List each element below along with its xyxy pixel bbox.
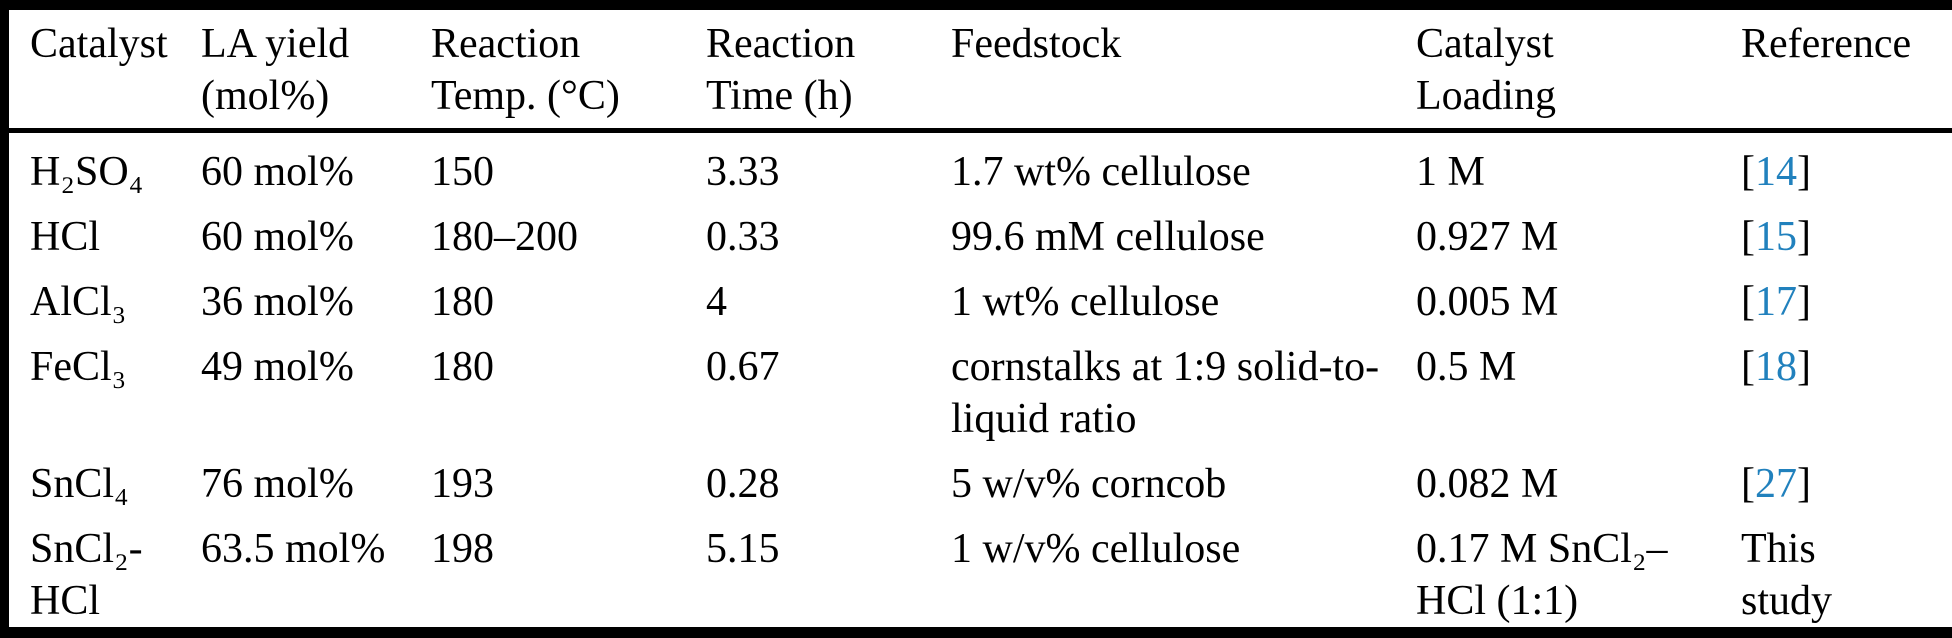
table-top-rule: [0, 0, 1952, 10]
cell-reaction_temp: 193: [431, 461, 494, 507]
cell-reference: [14]: [1740, 131, 1952, 199]
cell-catalyst_loading: 0.927 M: [1416, 214, 1559, 260]
column-header-catalyst: Catalyst: [0, 10, 200, 133]
citation-open-bracket: [: [1741, 344, 1755, 390]
table-row: FeCl₃ 49 mol% 180 0.67 cornstalks at 1:9 sol…: [0, 328, 1952, 445]
column-header-reaction-temp: Reaction Temp. (°C): [430, 10, 705, 133]
table-row: SnCl₄ 76 mol% 193 0.28 5 w/v% corncob 0.082 M…: [0, 445, 1952, 510]
column-header-feedstock: Feedstock: [950, 10, 1415, 133]
citation-close-bracket: ]: [1797, 214, 1811, 260]
citation-close-bracket: ]: [1797, 279, 1811, 325]
cell-feedstock: 5 w/v% corncob: [951, 461, 1227, 507]
cell-reaction_time: 4: [706, 279, 727, 325]
cell-catalyst: FeCl₃: [30, 344, 127, 390]
cell-reaction_time: 5.15: [706, 526, 780, 572]
table-row: HCl 60 mol% 180–200 0.33 99.6 mM cellulose 0.…: [0, 198, 1952, 263]
cell-la_yield: 60 mol%: [201, 149, 354, 195]
cell-feedstock: 99.6 mM cellulose: [951, 214, 1265, 260]
catalyst-comparison-table: Catalyst LA yield (mol%) Reaction Temp. …: [0, 10, 1952, 627]
cell-reaction_time: 0.33: [706, 214, 780, 260]
cell-feedstock: cornstalks at 1:9 solid-to-liquid ratio: [951, 344, 1380, 442]
table-bottom-rule: [0, 627, 1952, 638]
column-header-reaction-time: Reaction Time (h): [705, 10, 950, 133]
header-row: Catalyst LA yield (mol%) Reaction Temp. …: [0, 10, 1952, 133]
cell-reaction_time: 3.33: [706, 149, 780, 195]
cell-la_yield: 76 mol%: [201, 461, 354, 507]
cell-catalyst: AlCl₃: [30, 279, 127, 325]
cell-catalyst: HCl: [30, 214, 101, 260]
cell-reaction_time: 0.28: [706, 461, 780, 507]
cell-la_yield: 49 mol%: [201, 344, 354, 390]
cell-reference: [17]: [1740, 263, 1952, 328]
table-header: Catalyst LA yield (mol%) Reaction Temp. …: [0, 10, 1952, 133]
cell-reference: This study: [1741, 526, 1833, 624]
table-left-edge-rule: [0, 0, 9, 638]
cell-reaction_time: 0.67: [706, 344, 780, 390]
cell-la_yield: 63.5 mol%: [201, 526, 386, 572]
cell-catalyst_loading: 1 M: [1416, 149, 1485, 195]
cell-reference: [18]: [1740, 328, 1952, 445]
cell-reaction_temp: 198: [431, 526, 494, 572]
citation-link[interactable]: 18: [1755, 344, 1797, 390]
table-body: H₂SO₄ 60 mol% 150 3.33 1.7 wt% cellulose 1 M […: [0, 131, 1952, 628]
table-row: SnCl₂-HCl 63.5 mol% 198 5.15 1 w/v% cellulos…: [0, 510, 1952, 627]
citation-close-bracket: ]: [1797, 149, 1811, 195]
table-row: H₂SO₄ 60 mol% 150 3.33 1.7 wt% cellulose 1 M […: [0, 131, 1952, 199]
cell-catalyst: SnCl₂-HCl: [30, 526, 143, 624]
cell-catalyst: H₂SO₄: [30, 149, 144, 195]
citation-open-bracket: [: [1741, 461, 1755, 507]
column-header-la-yield: LA yield (mol%): [200, 10, 430, 133]
citation-close-bracket: ]: [1797, 461, 1811, 507]
citation-open-bracket: [: [1741, 214, 1755, 260]
cell-reaction_temp: 180: [431, 279, 494, 325]
cell-la_yield: 60 mol%: [201, 214, 354, 260]
cell-catalyst_loading: 0.005 M: [1416, 279, 1559, 325]
table-row: AlCl₃ 36 mol% 180 4 1 wt% cellulose 0.005 M [1…: [0, 263, 1952, 328]
cell-catalyst_loading: 0.082 M: [1416, 461, 1559, 507]
cell-feedstock: 1.7 wt% cellulose: [951, 149, 1251, 195]
column-header-reference: Reference: [1740, 10, 1952, 133]
cell-reaction_temp: 150: [431, 149, 494, 195]
cell-reference: [27]: [1740, 445, 1952, 510]
cell-la_yield: 36 mol%: [201, 279, 354, 325]
cell-catalyst_loading: 0.5 M: [1416, 344, 1517, 390]
cell-catalyst: SnCl₄: [30, 461, 129, 507]
citation-open-bracket: [: [1741, 279, 1755, 325]
citation-open-bracket: [: [1741, 149, 1755, 195]
cell-reaction_temp: 180: [431, 344, 494, 390]
cell-catalyst_loading: 0.17 M SnCl₂–HCl (1:1): [1416, 526, 1668, 624]
cell-feedstock: 1 wt% cellulose: [951, 279, 1220, 325]
citation-link[interactable]: 15: [1755, 214, 1797, 260]
citation-close-bracket: ]: [1797, 344, 1811, 390]
cell-reaction_temp: 180–200: [431, 214, 578, 260]
citation-link[interactable]: 14: [1755, 149, 1797, 195]
column-header-catalyst-loading: Catalyst Loading: [1415, 10, 1740, 133]
cell-feedstock: 1 w/v% cellulose: [951, 526, 1241, 572]
citation-link[interactable]: 27: [1755, 461, 1797, 507]
cell-reference: [15]: [1740, 198, 1952, 263]
citation-link[interactable]: 17: [1755, 279, 1797, 325]
